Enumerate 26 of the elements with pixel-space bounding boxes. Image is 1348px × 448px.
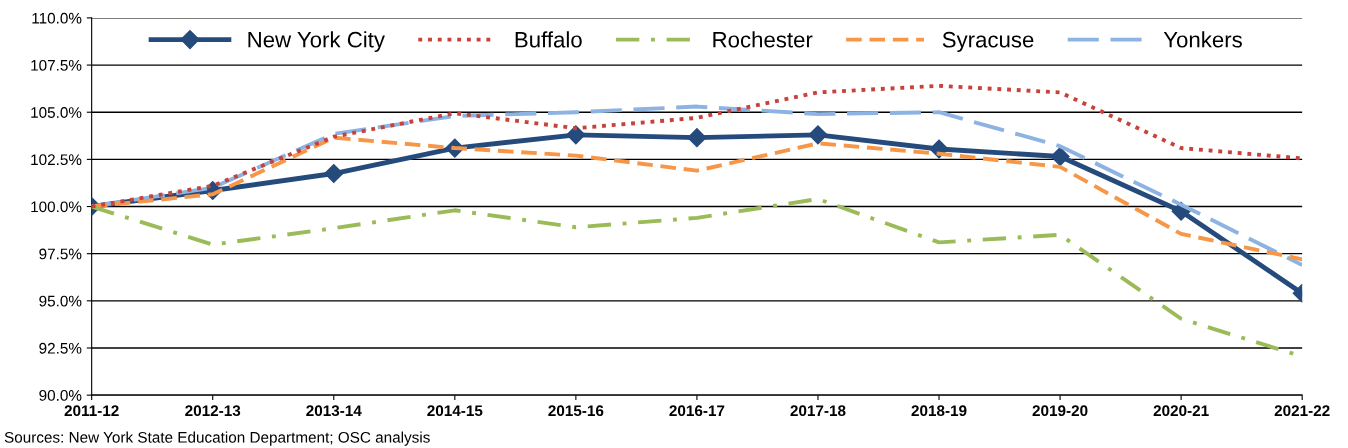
- x-tick-label: 2016-17: [669, 405, 725, 417]
- y-tick-label: 102.5%: [31, 154, 82, 166]
- y-tick-label: 105.0%: [31, 107, 82, 118]
- x-tick-label: 2014-15: [427, 405, 483, 417]
- x-tick-label: 2018-19: [911, 405, 967, 417]
- legend-label: Syracuse: [942, 31, 1034, 52]
- y-tick-label: 110.0%: [32, 12, 82, 24]
- x-tick-label: 2017-18: [790, 405, 846, 417]
- y-tick-label: 97.5%: [39, 248, 82, 260]
- x-tick-label: 2011-12: [64, 405, 119, 417]
- x-tick-label: 2021-22: [1274, 405, 1330, 417]
- legend-label: New York City: [248, 31, 385, 52]
- source-note: Sources: New York State Education Department; OSC analysis: [4, 431, 430, 446]
- y-tick-label: 107.5%: [31, 59, 82, 71]
- legend-label: Buffalo: [515, 31, 582, 48]
- y-tick-label: 95.0%: [39, 295, 82, 307]
- y-tick-label: 100.0%: [31, 201, 82, 213]
- x-tick-label: 2013-14: [306, 405, 362, 417]
- x-tick-label: 2015-16: [548, 405, 604, 417]
- legend-label: Yonkers: [1163, 31, 1242, 48]
- y-tick-label: 90.0%: [39, 390, 82, 401]
- x-tick-label: 2020-21: [1153, 405, 1209, 417]
- y-tick-label: 92.5%: [39, 342, 82, 354]
- x-tick-label: 2012-13: [185, 405, 241, 417]
- x-tick-label: 2019-20: [1032, 405, 1088, 417]
- legend-label: Rochester: [713, 31, 813, 48]
